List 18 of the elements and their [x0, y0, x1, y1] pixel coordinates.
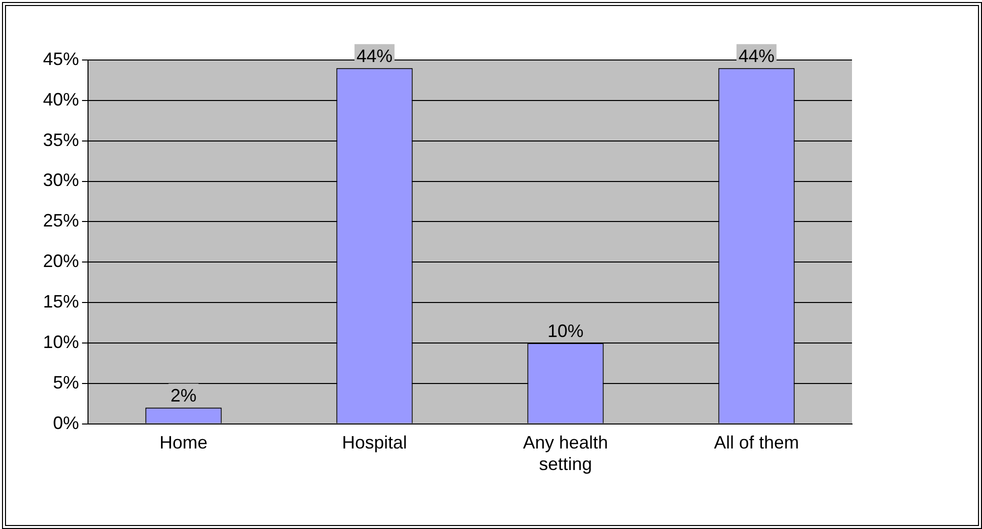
data-label: 10% [547, 320, 584, 341]
y-tick-label: 35% [42, 130, 80, 150]
y-tick-label: 20% [42, 251, 80, 272]
x-tick-label: Home [160, 432, 208, 453]
y-tick-label: 10% [42, 332, 80, 352]
y-tick-label: 40% [42, 89, 80, 110]
y-tick-label: 30% [42, 170, 80, 190]
x-tick-label: Any health setting [522, 432, 608, 474]
data-label: 2% [170, 386, 197, 406]
y-tick-label: 15% [42, 292, 80, 312]
data-label: 44% [738, 46, 775, 66]
y-tick-label: 45% [42, 48, 80, 69]
x-tick-label: All of them [714, 432, 800, 453]
y-tick-label: 25% [42, 210, 80, 231]
y-tick-label: 0% [53, 412, 80, 433]
data-label: 44% [356, 46, 393, 66]
x-tick-label: Hospital [342, 432, 408, 453]
y-tick-label: 5% [53, 372, 80, 392]
